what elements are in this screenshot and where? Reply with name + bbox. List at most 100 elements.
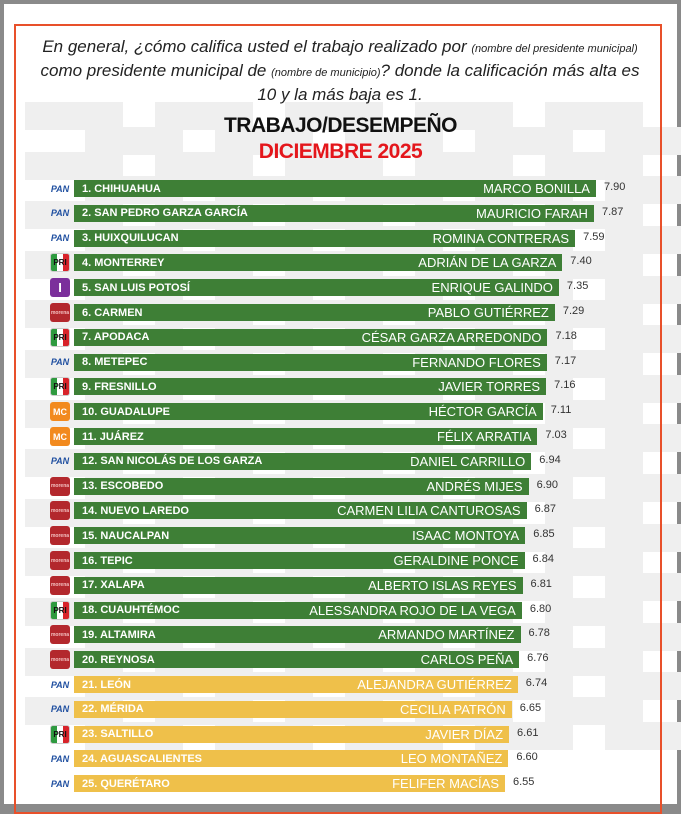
- value-label: 6.81: [530, 577, 552, 590]
- mayor-name: HÉCTOR GARCÍA: [428, 404, 537, 420]
- ranking-row: PAN 2. SAN PEDRO GARZA GARCÍA MAURICIO FAR…: [0, 204, 681, 224]
- watermark-block: [605, 523, 681, 552]
- ranking-row: morena 17. XALAPA ALBERTO ISLAS REYES 6.81: [0, 575, 681, 596]
- watermark-block: [605, 126, 681, 155]
- watermark-block: [215, 126, 313, 155]
- watermark-block: [605, 226, 681, 254]
- mayor-name: LEO MONTAÑEZ: [400, 751, 503, 767]
- party-logo-icon: PAN: [50, 183, 70, 194]
- bar: 25. QUERÉTARO FELIFER MACÍAS: [74, 775, 505, 793]
- bar: 16. TEPIC GERALDINE PONCE: [74, 552, 525, 569]
- value-label: 7.16: [554, 379, 576, 392]
- ranking-row: PRI 7. APODACA CÉSAR GARZA ARREDONDO 7.18: [0, 327, 681, 348]
- party-logo-icon: morena: [50, 303, 70, 322]
- mayor-name: JAVIER DÍAZ: [425, 726, 504, 742]
- municipality-label: 10. GUADALUPE: [82, 405, 171, 418]
- bar: 4. MONTERREY ADRIÁN DE LA GARZA: [74, 254, 563, 272]
- value-label: 6.74: [525, 677, 548, 689]
- watermark-block: [345, 126, 443, 155]
- value-label: 7.29: [562, 305, 585, 317]
- value-label: 6.85: [533, 528, 555, 541]
- ranking-row: morena 19. ALTAMIRA ARMANDO MARTÍNEZ 6.78: [0, 625, 681, 645]
- municipality-label: 23. SALTILLO: [82, 728, 154, 741]
- party-logo-icon: morena: [50, 625, 70, 645]
- value-label: 7.35: [566, 280, 589, 293]
- watermark-block: [605, 176, 681, 205]
- ranking-row: morena 16. TEPIC GERALDINE PONCE 6.84: [0, 551, 681, 571]
- party-logo-icon: morena: [50, 476, 70, 496]
- party-logo-icon: PRI: [50, 724, 70, 744]
- watermark-block: [605, 325, 681, 354]
- bar: 22. MÉRIDA CECILIA PATRÓN: [74, 700, 512, 718]
- party-logo-icon: I: [50, 278, 70, 298]
- bar: 17. XALAPA ALBERTO ISLAS REYES: [74, 576, 523, 594]
- mayor-name: ALBERTO ISLAS REYES: [368, 577, 517, 593]
- party-logo-icon: MC: [50, 427, 70, 446]
- ranking-row: MC 11. JUÁREZ FÉLIX ARRATIA 7.03: [0, 427, 681, 447]
- watermark-block: [545, 697, 643, 726]
- bar: 21. LEÓN ALEJANDRA GUTIÉRREZ: [74, 676, 518, 693]
- bar: 14. NUEVO LAREDO CARMEN LILIA CANTUROSAS: [74, 502, 527, 520]
- mayor-name: ENRIQUE GALINDO: [431, 280, 553, 296]
- ranking-row: PRI 23. SALTILLO JAVIER DÍAZ 6.61: [0, 724, 681, 745]
- question-note: (nombre de municipio): [271, 67, 381, 79]
- value-label: 7.40: [570, 255, 592, 268]
- watermark-block: [545, 498, 643, 527]
- municipality-label: 12. SAN NICOLÁS DE LOS GARZA: [82, 455, 263, 468]
- party-logo-icon: PAN: [50, 679, 70, 690]
- mayor-name: DANIEL CARRILLO: [410, 453, 526, 469]
- municipality-label: 24. AGUASCALIENTES: [82, 752, 203, 765]
- municipality-label: 8. METEPEC: [82, 356, 148, 369]
- ranking-row: morena 20. REYNOSA CARLOS PEÑA 6.76: [0, 650, 681, 670]
- value-label: 6.87: [534, 503, 556, 516]
- watermark-block: [285, 151, 383, 180]
- ranking-row: PRI 18. CUAUHTÉMOC ALESSANDRA ROJO DE LA V…: [0, 600, 681, 621]
- value-label: 7.11: [550, 404, 572, 417]
- value-label: 6.55: [513, 776, 535, 789]
- municipality-label: 25. QUERÉTARO: [82, 777, 170, 790]
- mayor-name: ANDRÉS MIJES: [426, 478, 523, 494]
- ranking-row: I 5. SAN LUIS POTOSÍ ENRIQUE GALINDO 7.35: [0, 278, 681, 298]
- party-logo-icon: PRI: [50, 327, 70, 347]
- question-text: ? donde la calificación más alta es 10 y…: [257, 61, 640, 104]
- bar: 23. SALTILLO JAVIER DÍAZ: [74, 725, 510, 743]
- watermark-block: [605, 722, 681, 750]
- watermark-block: [475, 126, 573, 155]
- bar: 1. CHIHUAHUA MARCO BONILLA: [74, 180, 596, 197]
- mayor-name: PABLO GUTIÉRREZ: [427, 305, 549, 320]
- municipality-label: 9. FRESNILLO: [82, 380, 157, 393]
- watermark-block: [605, 622, 681, 651]
- bar: 8. METEPEC FERNANDO FLORES: [74, 353, 547, 371]
- value-label: 7.17: [554, 354, 577, 367]
- chart-subtitle: DICIEMBRE 2025: [258, 140, 423, 163]
- watermark-block: [155, 102, 253, 130]
- party-logo-icon: PAN: [50, 456, 70, 467]
- ranking-row: PAN 12. SAN NICOLÁS DE LOS GARZA DANIEL CA…: [0, 452, 681, 472]
- watermark-block: [605, 573, 681, 602]
- party-logo-icon: PRI: [50, 253, 70, 273]
- party-logo-icon: morena: [50, 575, 70, 595]
- mayor-name: ARMANDO MARTÍNEZ: [378, 627, 515, 643]
- watermark-block: [545, 350, 643, 378]
- value-label: 7.03: [545, 429, 567, 441]
- party-logo-icon: morena: [50, 501, 70, 521]
- mayor-name: MAURICIO FARAH: [475, 205, 588, 221]
- bar: 3. HUIXQUILUCAN ROMINA CONTRERAS: [74, 229, 576, 247]
- ranking-row: morena 15. NAUCALPAN ISAAC MONTOYA 6.85: [0, 526, 681, 546]
- mayor-name: JAVIER TORRES: [438, 379, 541, 395]
- value-label: 6.61: [517, 726, 539, 739]
- question-note: (nombre del presidente municipal): [471, 43, 638, 55]
- watermark-block: [415, 102, 513, 130]
- mayor-name: FELIFER MACÍAS: [392, 776, 499, 792]
- bar: 11. JUÁREZ FÉLIX ARRATIA: [74, 428, 538, 445]
- watermark-block: [545, 598, 643, 626]
- mayor-name: ALESSANDRA ROJO DE LA VEGA: [309, 602, 516, 618]
- watermark-block: [545, 548, 643, 577]
- municipality-label: 16. TEPIC: [82, 554, 133, 567]
- value-label: 6.90: [536, 478, 558, 491]
- mayor-name: ADRIÁN DE LA GARZA: [418, 255, 557, 271]
- party-logo-icon: morena: [50, 551, 70, 570]
- value-label: 6.76: [527, 652, 549, 665]
- ranking-row: PAN 21. LEÓN ALEJANDRA GUTIÉRREZ 6.74: [0, 675, 681, 695]
- watermark-block: [605, 424, 681, 453]
